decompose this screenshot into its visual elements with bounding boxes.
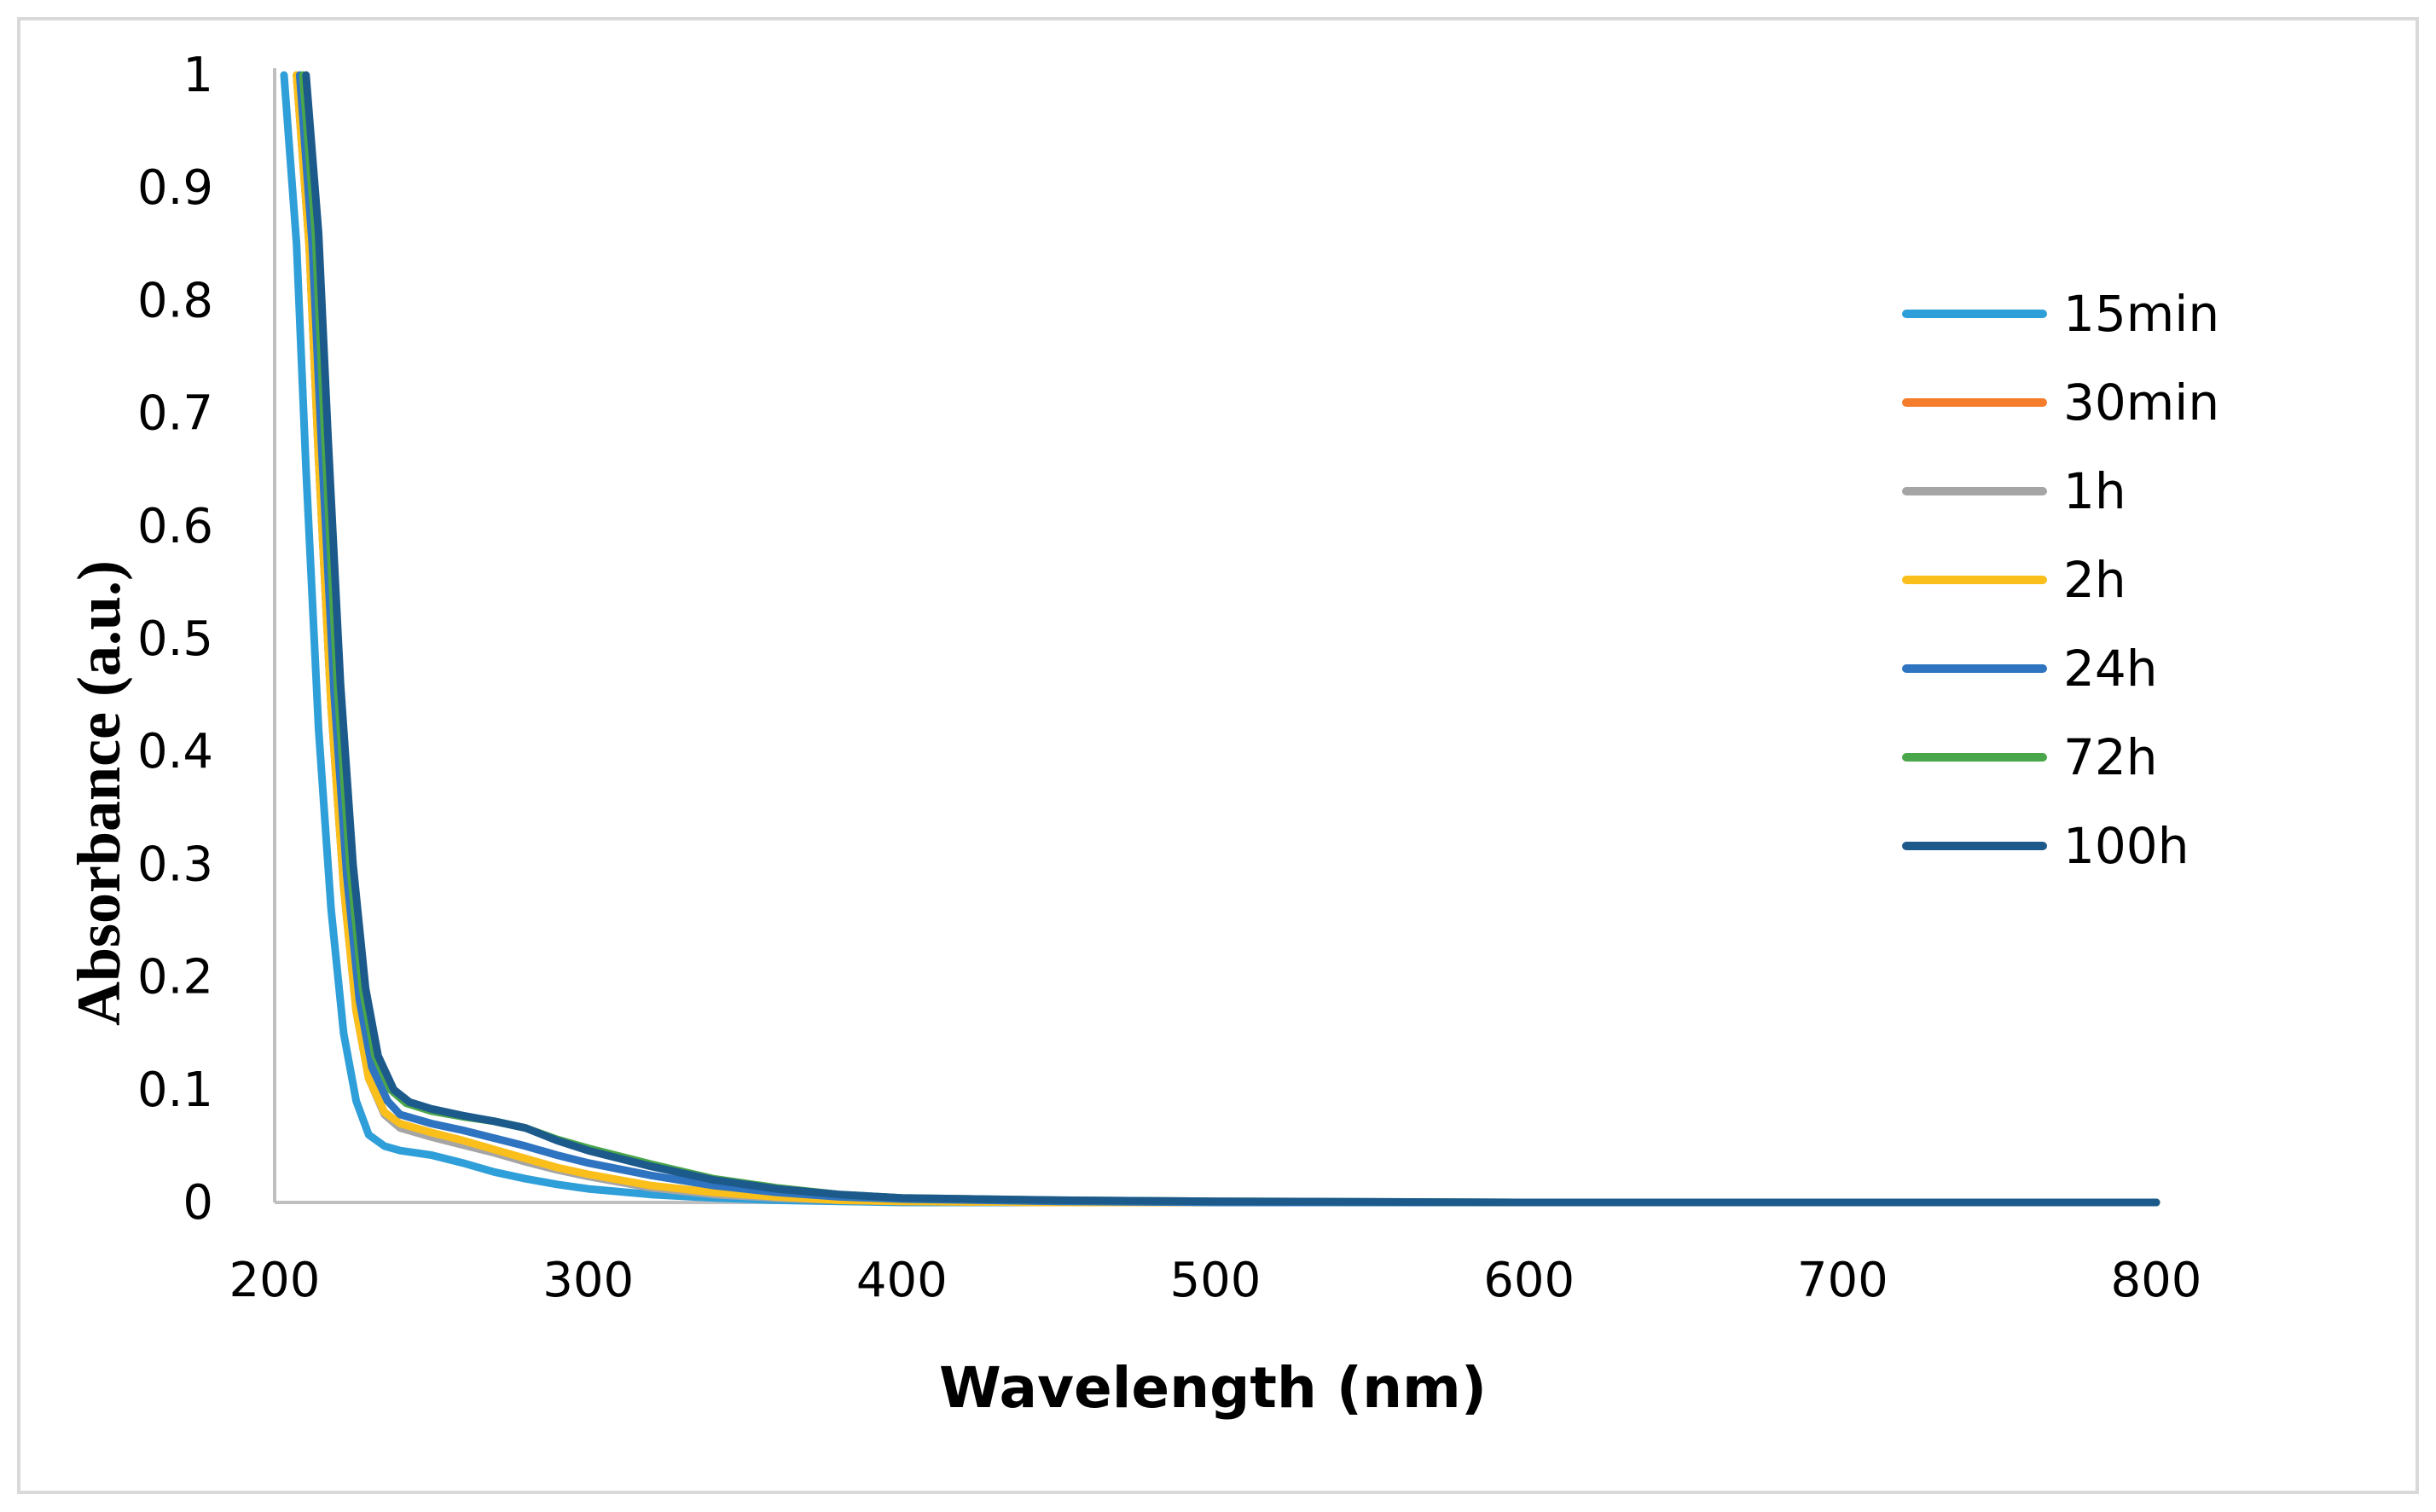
y-tick-label: 0.9	[137, 160, 213, 216]
x-tick-label: 600	[1483, 1253, 1575, 1308]
y-tick-label: 1	[183, 48, 213, 103]
x-tick-label: 500	[1170, 1253, 1262, 1308]
x-tick-label: 700	[1797, 1253, 1888, 1308]
y-axis-title: Absorbance (a.u.)	[65, 560, 133, 1026]
y-tick-label: 0	[183, 1175, 213, 1231]
legend-label-2h: 2h	[2063, 551, 2126, 609]
x-tick-label: 800	[2111, 1253, 2202, 1308]
y-tick-label: 0.5	[137, 611, 213, 667]
y-tick-label: 0.4	[137, 724, 213, 779]
legend-label-1h: 1h	[2063, 462, 2126, 520]
y-tick-labels: 0 0.1 0.2 0.3 0.4 0.5 0.6 0.7 0.8 0.9 1	[137, 48, 213, 1231]
y-tick-label: 0.7	[137, 386, 213, 442]
y-tick-label: 0.3	[137, 837, 213, 892]
legend-label-24h: 24h	[2063, 640, 2158, 698]
y-tick-label: 0.6	[137, 499, 213, 554]
legend-label-15min: 15min	[2063, 285, 2219, 343]
y-tick-label: 0.2	[137, 950, 213, 1005]
y-tick-label: 0.1	[137, 1063, 213, 1118]
legend-label-100h: 100h	[2063, 817, 2189, 875]
legend-label-30min: 30min	[2063, 374, 2219, 432]
x-tick-label: 300	[542, 1253, 634, 1308]
y-tick-label: 0.8	[137, 273, 213, 328]
x-axis-title: Wavelength (nm)	[939, 1355, 1487, 1421]
legend: 15min 30min 1h 2h 24h 72h 100h	[1902, 285, 2219, 875]
legend-label-72h: 72h	[2063, 728, 2158, 786]
series-layer	[280, 71, 2160, 1207]
x-tick-label: 200	[229, 1253, 321, 1308]
series-line-100h	[302, 71, 2160, 1207]
x-tick-label: 400	[856, 1253, 948, 1308]
x-tick-labels: 200 300 400 500 600 700 800	[229, 1253, 2202, 1308]
